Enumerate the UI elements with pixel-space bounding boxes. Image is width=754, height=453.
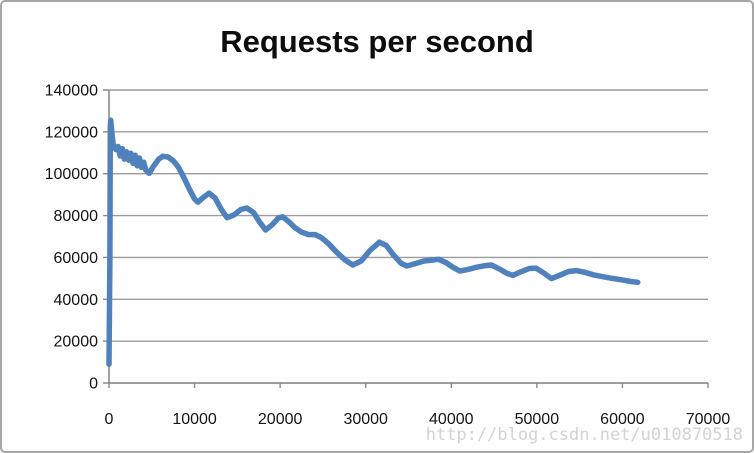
watermark-text: http://blog.csdn.net/u010870518 [425, 425, 743, 445]
y-tick-label: 40000 [54, 292, 99, 309]
x-tick-label: 60000 [600, 411, 645, 428]
x-tick-label: 40000 [429, 411, 474, 428]
y-tick-label: 100000 [45, 166, 98, 183]
y-tick-label: 20000 [54, 334, 99, 351]
x-tick-label: 70000 [686, 411, 731, 428]
x-tick-label: 0 [105, 411, 114, 428]
y-tick-label: 120000 [45, 124, 98, 141]
x-tick-label: 50000 [515, 411, 560, 428]
x-tick-label: 30000 [343, 411, 388, 428]
x-tick-label: 10000 [172, 411, 217, 428]
y-tick-label: 60000 [54, 250, 99, 267]
chart-title: Requests per second [220, 24, 534, 59]
data-series-line [106, 117, 641, 367]
y-tick-label: 0 [89, 376, 98, 393]
x-tick-label: 20000 [258, 411, 303, 428]
y-tick-label: 80000 [54, 208, 99, 225]
y-tick-label: 140000 [45, 83, 98, 100]
